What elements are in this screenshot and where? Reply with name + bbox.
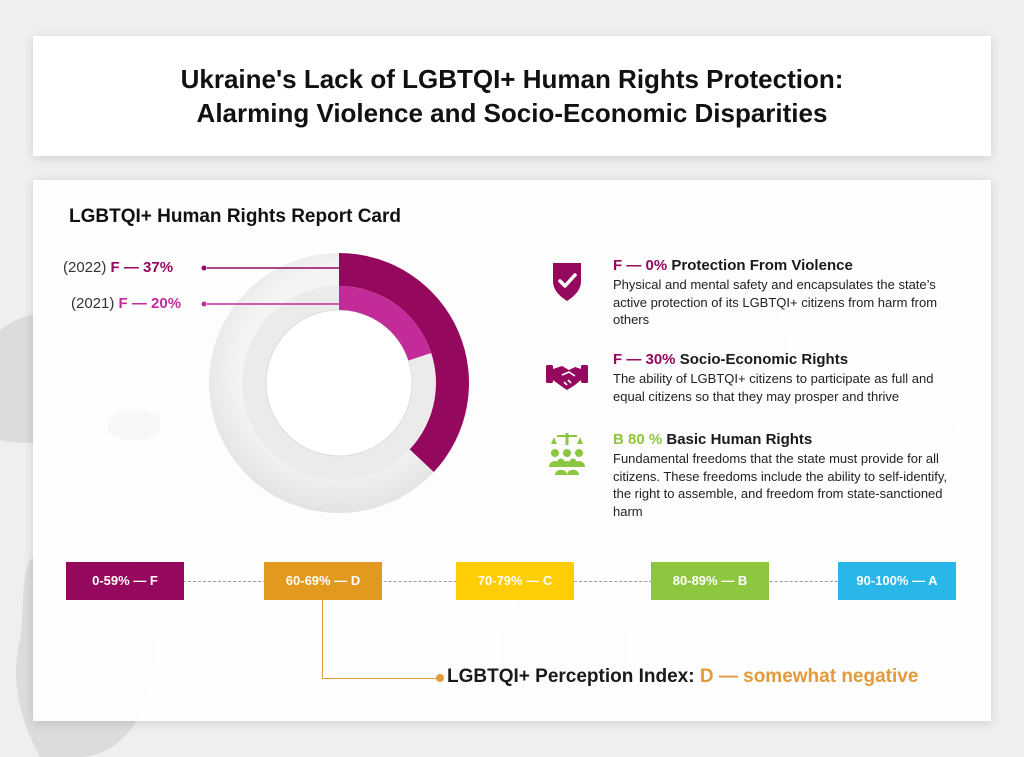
grade-scale-d: 60-69% — D: [264, 562, 382, 600]
report-card-title: LGBTQI+ Human Rights Report Card: [69, 206, 401, 227]
grade-scale-f: 0-59% — F: [66, 562, 184, 600]
perception-index-label: LGBTQI+ Perception Index:: [447, 666, 695, 687]
leader-dot-2022: [201, 265, 207, 271]
perception-connector-horizontal: [322, 678, 440, 679]
item-1-grade: F — 0%: [613, 257, 668, 274]
donut-arc-2021: [339, 286, 432, 361]
item-1-description: Physical and mental safety and encapsula…: [613, 277, 938, 327]
item-2-description: The ability of LGBTQI+ citizens to parti…: [613, 371, 934, 404]
handshake-icon: [546, 365, 588, 390]
grade-scale-c: 70-79% — C: [456, 562, 574, 600]
donut-arc-2022: [339, 253, 469, 472]
gauge-label-2021: (2021) F — 20%: [71, 295, 181, 313]
item-3-description: Fundamental freedoms that the state must…: [613, 451, 948, 519]
scales-people-icon: [549, 433, 585, 475]
page-title-line2: Alarming Violence and Socio-Economic Dis…: [196, 98, 828, 128]
donut-center: [265, 309, 413, 457]
perception-connector-dot: [436, 674, 444, 682]
grade-scale-b: 80-89% — B: [651, 562, 769, 600]
report-card-panel: LGBTQI+ Human Rights Report Card (2022) …: [33, 180, 991, 721]
grade-scale-a: 90-100% — A: [838, 562, 956, 600]
item-2-heading: F — 30% Socio-Economic Rights: [613, 351, 963, 369]
report-card-donut-chart: [201, 253, 469, 513]
gauge-grade-2022: F — 37%: [110, 259, 174, 276]
item-3-grade: B 80 %: [613, 431, 663, 448]
leader-dot-2021: [201, 301, 207, 307]
item-3-title: Basic Human Rights: [666, 431, 813, 448]
gauge-grade-2021: F — 20%: [118, 295, 182, 312]
item-2-grade: F — 30%: [613, 351, 676, 368]
title-panel: Ukraine's Lack of LGBTQI+ Human Rights P…: [33, 36, 991, 156]
item-3-heading: B 80 % Basic Human Rights: [613, 431, 963, 449]
page-title-line1: Ukraine's Lack of LGBTQI+ Human Rights P…: [180, 64, 844, 94]
perception-index: LGBTQI+ Perception Index: D — somewhat n…: [447, 666, 918, 688]
perception-index-value: D — somewhat negative: [699, 666, 919, 687]
gauge-label-2022: (2022) F — 37%: [63, 259, 173, 277]
item-2-title: Socio-Economic Rights: [679, 351, 849, 368]
gauge-year-2021: (2021): [71, 295, 115, 312]
item-1-heading: F — 0% Protection From Violence: [613, 257, 963, 275]
gauge-year-2022: (2022): [63, 259, 107, 276]
perception-connector-vertical: [322, 600, 323, 678]
shield-check-icon: [553, 263, 581, 301]
page-title: Ukraine's Lack of LGBTQI+ Human Rights P…: [33, 62, 991, 130]
item-1-title: Protection From Violence: [671, 257, 853, 274]
